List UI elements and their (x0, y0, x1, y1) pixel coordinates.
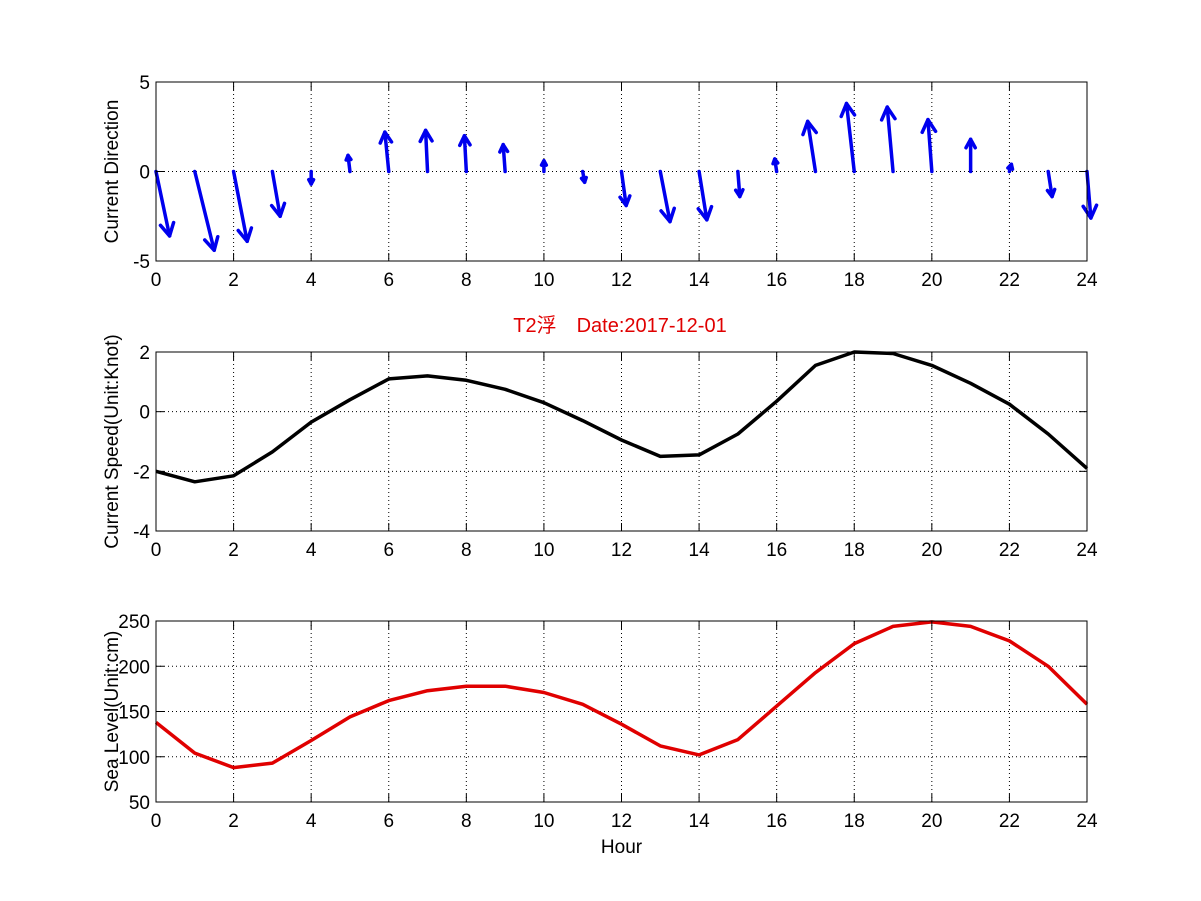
x-tick-label: 24 (1076, 270, 1098, 291)
y-tick-label: -2 (133, 462, 150, 483)
direction-arrow (618, 169, 632, 208)
figure-title: T2浮 Date:2017-12-01 (513, 314, 726, 337)
direction-arrow (964, 137, 978, 174)
x-tick-label: 6 (383, 540, 394, 561)
x-tick-label: 8 (461, 540, 472, 561)
x-tick-label: 0 (151, 811, 162, 832)
y-tick-label: 250 (118, 612, 150, 633)
current-direction-axis-label: Current Direction (102, 100, 123, 244)
direction-arrow (879, 105, 897, 174)
x-tick-label: 10 (533, 540, 554, 561)
x-tick-label: 24 (1076, 540, 1098, 561)
direction-arrow (771, 157, 780, 174)
x-tick-label: 4 (306, 270, 317, 291)
sea-level-axis-label: Sea Level(Unit:cm) (102, 631, 123, 793)
direction-arrow (498, 142, 510, 174)
y-tick-label: 2 (139, 343, 150, 364)
x-tick-label: 18 (844, 270, 865, 291)
x-tick-label: 14 (689, 270, 711, 291)
x-tick-label: 8 (461, 811, 472, 832)
current-speed-axis-label: Current Speed(Unit:Knot) (102, 334, 123, 548)
direction-arrow (658, 169, 676, 224)
x-tick-label: 22 (999, 270, 1020, 291)
current-direction-panel: 0 2 4 6 8 10 12 14 16 18 20 22 24-505 Current Direct… (102, 73, 1099, 291)
y-tick-label: 150 (118, 703, 150, 724)
x-tick-label: 16 (766, 270, 787, 291)
direction-arrow (307, 169, 316, 186)
x-tick-label: 10 (533, 811, 554, 832)
x-tick-label: 22 (999, 540, 1020, 561)
y-tick-label: -5 (133, 252, 150, 273)
y-tick-label: 100 (118, 748, 150, 769)
x-tick-label: 24 (1076, 811, 1098, 832)
direction-arrow (920, 117, 938, 174)
y-tick-label: 5 (139, 73, 150, 94)
x-tick-label: 0 (151, 270, 162, 291)
y-tick-label: 0 (139, 163, 150, 184)
x-tick-label: 22 (999, 811, 1020, 832)
direction-arrow (733, 169, 745, 199)
x-tick-label: 2 (228, 811, 239, 832)
direction-arrow (269, 169, 287, 218)
x-tick-label: 20 (921, 811, 942, 832)
direction-arrow (418, 128, 434, 174)
x-tick-label: 0 (151, 540, 162, 561)
x-tick-label: 12 (611, 270, 632, 291)
x-tick-label: 4 (306, 540, 317, 561)
x-tick-label: 18 (844, 540, 865, 561)
direction-arrow (193, 169, 220, 253)
direction-arrow (344, 153, 353, 174)
current-speed-panel: 0 2 4 6 8 10 12 14 16 18 20 22 24-4-202 Current Spee… (102, 334, 1098, 561)
x-tick-label: 6 (383, 270, 394, 291)
x-tick-label: 16 (766, 811, 787, 832)
direction-arrow (1045, 169, 1057, 199)
x-tick-label: 14 (689, 811, 711, 832)
direction-arrow (801, 119, 818, 174)
direction-arrow (539, 159, 549, 174)
direction-arrow (231, 169, 254, 244)
direction-arrow (458, 133, 472, 174)
y-tick-label: 50 (129, 793, 150, 814)
series-line (155, 350, 1089, 484)
x-tick-label: 10 (533, 270, 554, 291)
x-tick-label: 12 (611, 540, 632, 561)
direction-arrow (839, 101, 857, 174)
direction-arrow (1081, 169, 1099, 220)
x-tick-label: 18 (844, 811, 865, 832)
direction-arrow (1006, 162, 1015, 174)
x-tick-label: 12 (611, 811, 632, 832)
x-tick-label: 4 (306, 811, 317, 832)
x-tick-label: 2 (228, 270, 239, 291)
x-tick-label: 14 (689, 540, 711, 561)
direction-arrow (378, 130, 394, 174)
y-tick-label: 0 (139, 403, 150, 424)
x-tick-label: 8 (461, 270, 472, 291)
direction-arrow (579, 169, 588, 184)
x-tick-label: 20 (921, 540, 942, 561)
x-tick-label: 2 (228, 540, 239, 561)
x-tick-label: 6 (383, 811, 394, 832)
x-tick-label: 16 (766, 540, 787, 561)
y-tick-label: 200 (118, 657, 150, 678)
direction-arrow (696, 169, 714, 222)
x-tick-label: 20 (921, 270, 942, 291)
hour-axis-label: Hour (601, 837, 643, 858)
direction-arrow (154, 169, 176, 238)
y-tick-label: -4 (133, 522, 150, 543)
